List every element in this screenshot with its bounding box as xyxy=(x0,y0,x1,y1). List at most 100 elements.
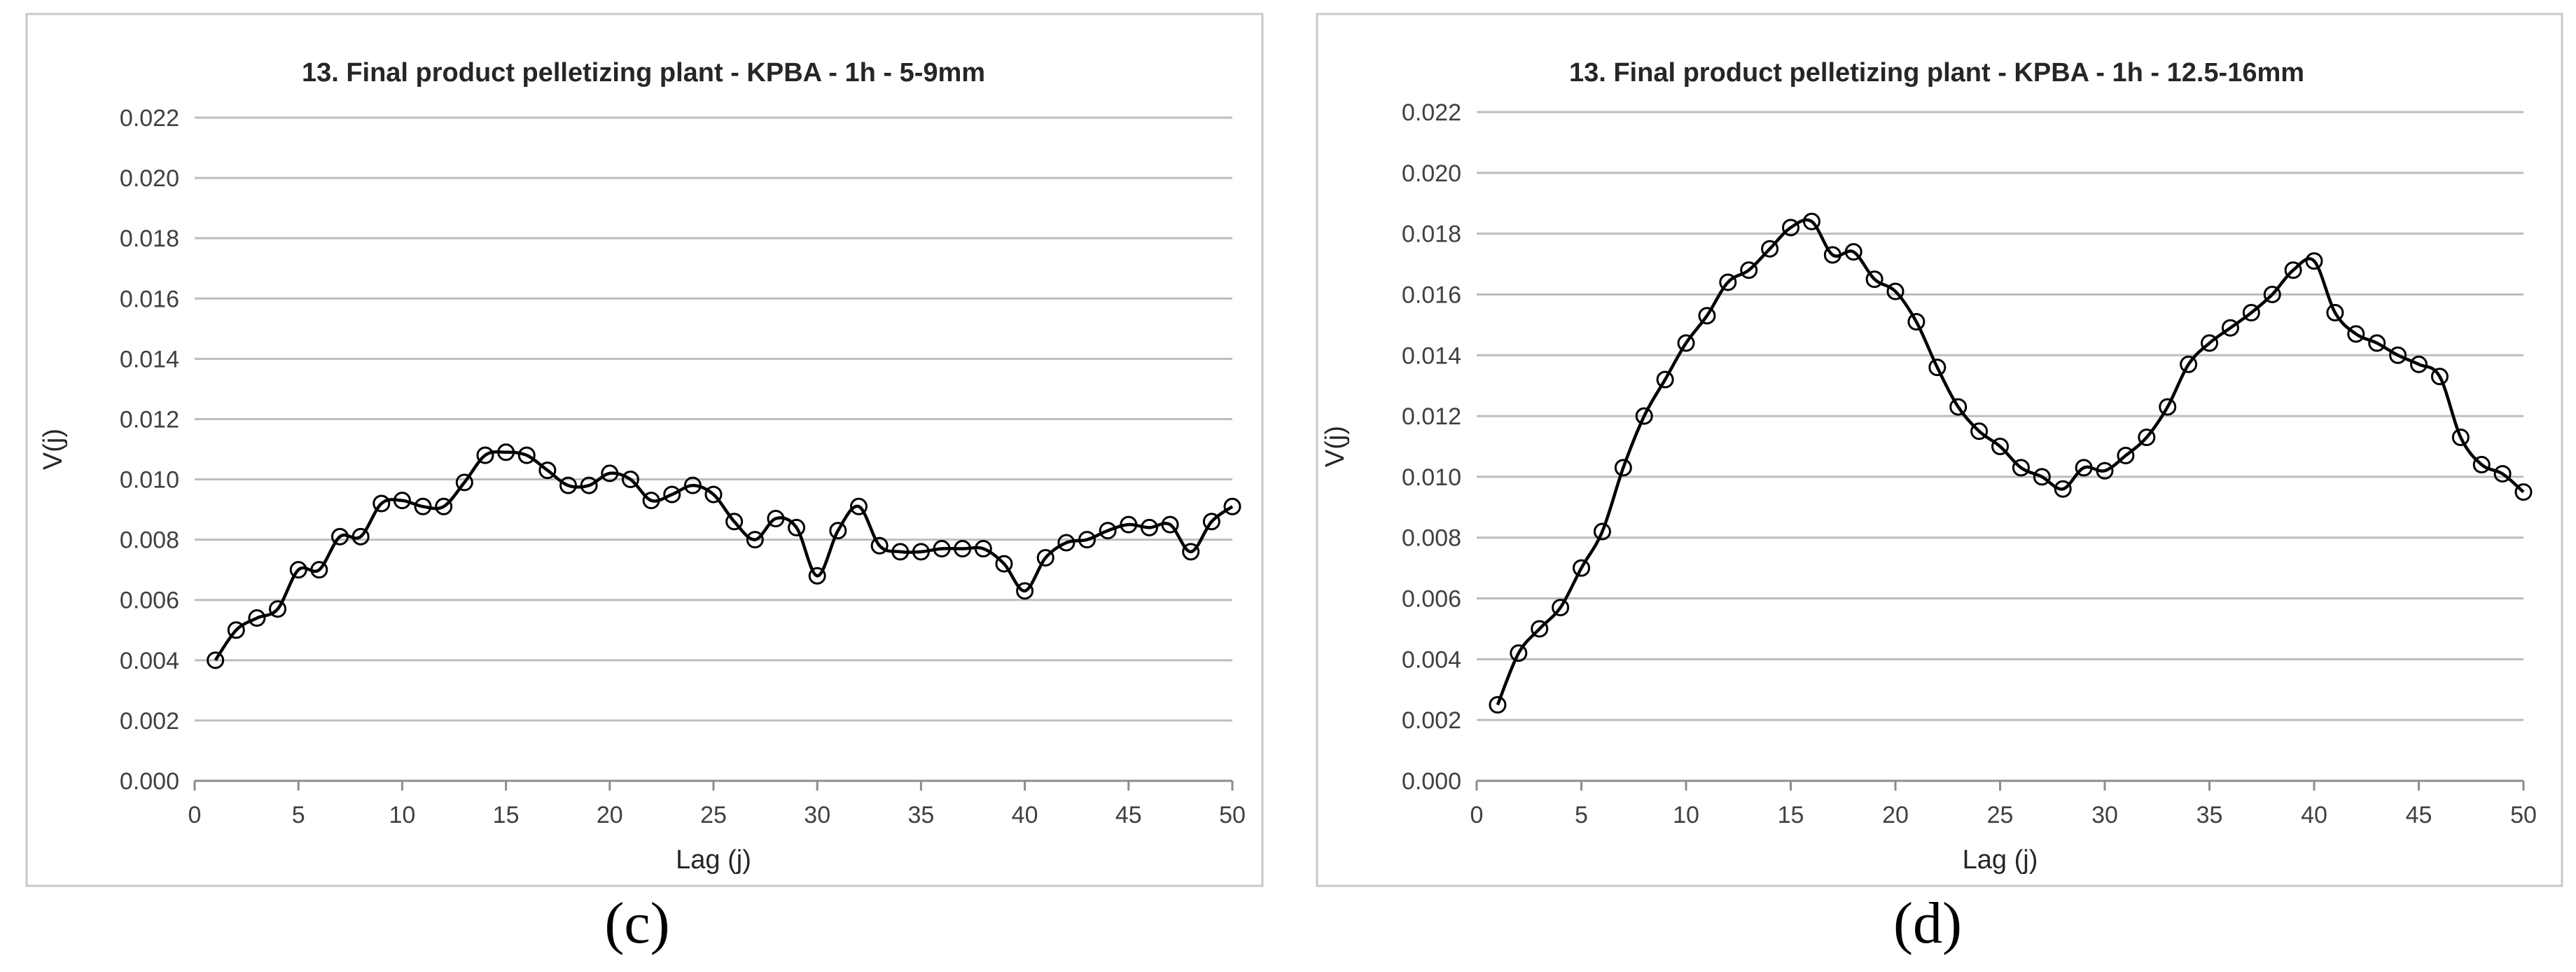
data-point xyxy=(870,536,889,555)
data-point xyxy=(1489,695,1507,714)
data-point xyxy=(1510,644,1528,662)
x-tick-label: 35 xyxy=(2196,802,2223,828)
y-tick-label: 0.022 xyxy=(120,105,179,132)
chart-frame xyxy=(1316,13,2563,887)
series-line xyxy=(214,450,1234,662)
data-point xyxy=(2075,459,2093,477)
series-line xyxy=(1496,218,2525,706)
data-point xyxy=(580,476,598,494)
x-tick-label: 25 xyxy=(1987,802,2014,828)
data-point xyxy=(414,497,432,515)
y-tick-label: 0.000 xyxy=(120,768,179,795)
data-point xyxy=(1907,313,1926,331)
x-tick-label: 45 xyxy=(1115,802,1142,828)
x-tick-label: 40 xyxy=(2301,802,2327,828)
data-point xyxy=(1182,543,1200,561)
x-tick-label: 40 xyxy=(1012,802,1038,828)
data-point xyxy=(1078,531,1096,549)
data-point xyxy=(455,473,473,492)
data-point xyxy=(1991,438,2009,455)
data-point xyxy=(767,510,785,528)
y-tick-label: 0.000 xyxy=(1402,768,1461,795)
data-point xyxy=(746,531,764,549)
data-point xyxy=(1949,398,1968,416)
data-point xyxy=(1740,261,1758,279)
y-tick-label: 0.016 xyxy=(1402,282,1461,308)
y-tick-label: 0.002 xyxy=(1402,707,1461,734)
x-tick-label: 30 xyxy=(804,802,830,828)
y-tick-label: 0.020 xyxy=(120,165,179,192)
chart-title: 13. Final product pelletizing plant - KP… xyxy=(302,58,985,88)
y-tick-label: 0.006 xyxy=(120,588,179,614)
y-tick-label: 0.006 xyxy=(1402,586,1461,613)
data-point xyxy=(1016,582,1034,600)
data-point xyxy=(330,527,349,546)
data-point xyxy=(2201,334,2218,352)
data-point xyxy=(891,543,910,561)
data-point xyxy=(1782,218,1799,237)
x-tick-label: 5 xyxy=(1575,802,1588,828)
data-point xyxy=(248,609,266,627)
x-tick-label: 20 xyxy=(597,802,623,828)
data-point xyxy=(642,492,660,510)
data-point xyxy=(1865,270,1884,289)
data-point xyxy=(1202,513,1220,531)
data-point xyxy=(289,561,307,579)
y-tick-label: 0.018 xyxy=(120,225,179,252)
data-point xyxy=(2305,252,2323,270)
data-point xyxy=(1531,620,1549,638)
data-point xyxy=(1573,559,1590,577)
x-tick-label: 0 xyxy=(188,802,202,828)
x-tick-label: 25 xyxy=(700,802,727,828)
data-point xyxy=(1161,515,1179,534)
y-tick-label: 0.004 xyxy=(1402,646,1461,673)
data-point xyxy=(2451,428,2470,446)
data-point xyxy=(517,446,536,464)
y-tick-label: 0.004 xyxy=(120,648,179,674)
y-tick-label: 0.002 xyxy=(120,708,179,735)
y-tick-label: 0.008 xyxy=(1402,525,1461,552)
data-point xyxy=(2012,459,2030,477)
data-point xyxy=(2096,461,2114,480)
data-point xyxy=(1970,422,1989,440)
data-point xyxy=(2493,465,2512,483)
data-point xyxy=(2326,304,2344,321)
data-point xyxy=(725,513,744,531)
data-point xyxy=(1614,459,1632,477)
x-tick-label: 10 xyxy=(389,802,415,828)
x-tick-label: 5 xyxy=(292,802,305,828)
data-point xyxy=(933,540,951,558)
data-point xyxy=(1120,515,1138,534)
data-point xyxy=(2368,334,2386,352)
data-point xyxy=(1823,246,1842,264)
data-point xyxy=(849,497,868,515)
data-point xyxy=(912,543,930,561)
data-point xyxy=(2221,319,2239,337)
y-tick-label: 0.010 xyxy=(120,467,179,494)
data-point xyxy=(601,464,619,482)
data-point xyxy=(2347,325,2365,343)
x-axis-label: Lag (j) xyxy=(1963,845,2038,875)
data-point xyxy=(435,497,453,515)
y-tick-label: 0.010 xyxy=(1402,464,1461,491)
chart-frame xyxy=(25,13,1264,887)
data-point xyxy=(621,471,639,489)
chart-panel-c: 0.000 0.002 0.004 0.006 0.008 0.010 0.012 0.014… xyxy=(25,13,1264,956)
x-tick-label: 15 xyxy=(493,802,520,828)
data-point xyxy=(2514,483,2533,501)
data-point xyxy=(1677,334,1695,352)
data-point xyxy=(829,522,847,540)
y-axis-label: V(j) xyxy=(1321,426,1350,467)
y-tick-label: 0.014 xyxy=(120,346,179,373)
data-point xyxy=(2430,368,2449,386)
chart-panel-d: 0.000 0.002 0.004 0.006 0.008 0.010 0.012 0.014… xyxy=(1288,0,2576,972)
x-tick-label: 0 xyxy=(1470,802,1484,828)
data-point xyxy=(559,476,578,494)
data-point xyxy=(1223,497,1241,515)
data-point xyxy=(2472,456,2491,474)
y-tick-label: 0.022 xyxy=(1402,99,1461,126)
y-tick-label: 0.012 xyxy=(1402,403,1461,430)
data-point xyxy=(2054,480,2072,498)
data-point xyxy=(2138,428,2156,446)
data-point xyxy=(2159,398,2177,416)
